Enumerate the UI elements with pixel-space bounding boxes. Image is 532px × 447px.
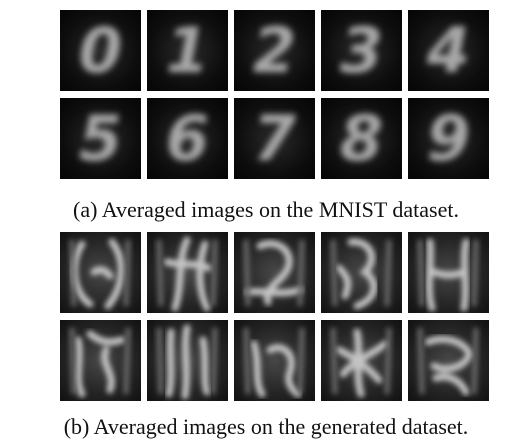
generated-average-texture	[417, 327, 479, 396]
edge-streak	[417, 327, 479, 395]
digit-glyph: 8	[339, 101, 384, 175]
mnist-average-tile: 7	[234, 98, 315, 179]
edge-streak	[243, 327, 305, 395]
blurred-stroke	[70, 238, 125, 310]
generated-average-tile	[408, 232, 489, 313]
generated-averaged-grid	[60, 232, 490, 408]
mnist-row-1: 0 1 2 3 4	[60, 10, 490, 91]
edge-streak	[243, 239, 305, 307]
generated-average-tile	[147, 320, 228, 401]
blurred-stroke	[335, 238, 378, 310]
digit-glyph: 0	[78, 13, 123, 87]
mnist-average-tile: 3	[321, 10, 402, 91]
generated-average-texture	[69, 238, 131, 310]
digit-glyph: 2	[252, 13, 297, 87]
generated-average-tile	[60, 232, 141, 313]
generated-average-texture	[156, 324, 218, 400]
generated-average-texture	[417, 238, 479, 312]
caption-generated-averaged: (b) Averaged images on the generated dat…	[63, 414, 469, 439]
generated-average-texture	[69, 327, 131, 398]
digit-glyph: 1	[165, 13, 210, 87]
mnist-average-tile: 8	[321, 98, 402, 179]
mnist-average-tile: 5	[60, 98, 141, 179]
mnist-row-2: 5 6 7 8 9	[60, 98, 490, 179]
blurred-stroke	[335, 328, 389, 398]
edge-streak	[330, 327, 392, 395]
mnist-averaged-grid: 0 1 2 3 4 5 6 7 8 9	[60, 10, 490, 186]
mnist-average-tile: 1	[147, 10, 228, 91]
edge-streak	[156, 327, 218, 395]
generated-average-texture	[330, 238, 392, 310]
digit-glyph: 4	[426, 13, 471, 87]
generated-average-tile	[408, 320, 489, 401]
generated-average-tile	[321, 232, 402, 313]
generated-average-texture	[330, 327, 392, 398]
mnist-average-tile: 6	[147, 98, 228, 179]
edge-streak	[417, 239, 479, 307]
generated-average-texture	[156, 236, 218, 312]
blurred-stroke	[244, 240, 304, 306]
blurred-stroke	[250, 340, 302, 398]
generated-average-tile	[60, 320, 141, 401]
generated-average-tile	[321, 320, 402, 401]
digit-glyph: 5	[78, 101, 123, 175]
edge-streak	[330, 239, 392, 307]
edge-streak	[156, 239, 218, 307]
digit-glyph: 3	[339, 13, 384, 87]
generated-row-1	[60, 232, 490, 313]
caption-mnist-averaged: (a) Averaged images on the MNIST dataset…	[73, 197, 459, 222]
digit-glyph: 9	[426, 101, 471, 175]
digit-glyph: 6	[165, 101, 210, 175]
blurred-stroke	[424, 335, 474, 396]
generated-average-texture	[243, 239, 305, 307]
edge-streak	[69, 327, 131, 395]
blurred-stroke	[163, 236, 213, 312]
mnist-average-tile: 9	[408, 98, 489, 179]
generated-average-texture	[243, 327, 305, 398]
blurred-stroke	[425, 238, 470, 312]
mnist-average-tile: 4	[408, 10, 489, 91]
edge-streak	[69, 239, 131, 307]
blurred-stroke	[165, 324, 211, 400]
mnist-average-tile: 2	[234, 10, 315, 91]
generated-average-tile	[147, 232, 228, 313]
blurred-stroke	[74, 330, 126, 398]
generated-row-2	[60, 320, 490, 401]
generated-average-tile	[234, 232, 315, 313]
generated-average-tile	[234, 320, 315, 401]
digit-glyph: 7	[252, 101, 297, 175]
mnist-average-tile: 0	[60, 10, 141, 91]
